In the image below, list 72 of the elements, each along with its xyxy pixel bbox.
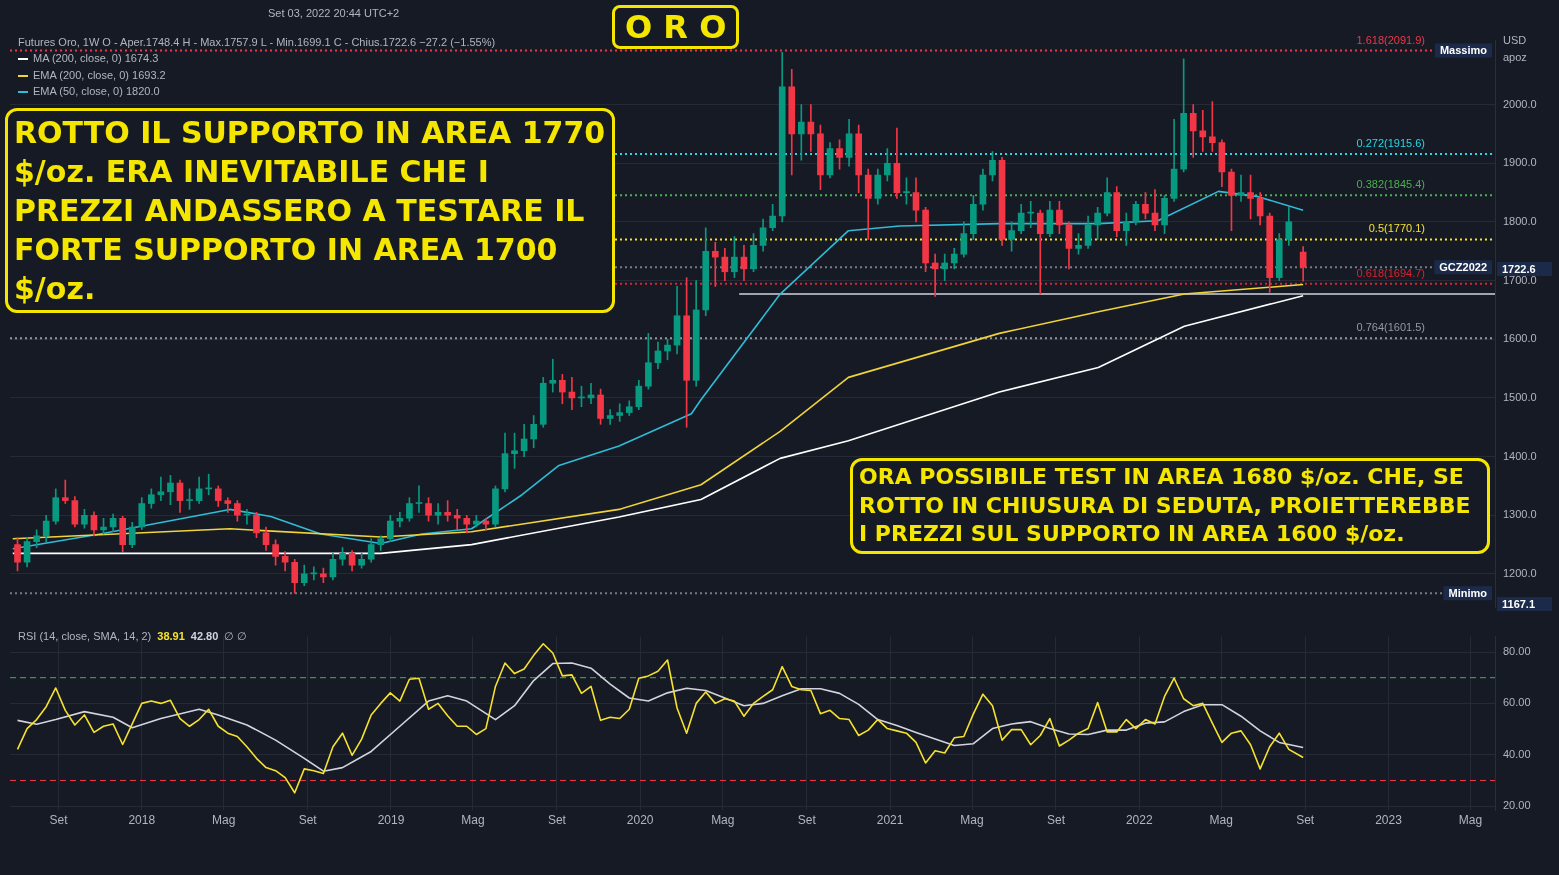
x-tick-label: Mag <box>1209 812 1233 827</box>
chart-subtitle: Futures Oro, 1W O - Aper.1748.4 H - Max.1757.9 L - Min.1699.1 C - Chius.1722.6 −27.2 (−1.55%) <box>18 35 496 50</box>
text: 1167.1 <box>1497 597 1552 611</box>
annotation: Massimo <box>1439 44 1488 57</box>
candlestick <box>941 253 949 281</box>
annotation: ROTTO IL SUPPORTO IN AREA 1770 $/oz. ERA INEVITABILE CHE I PREZZI ANDASSERO A TESTARE IL FORTE SUPPORTO IN AREA 1700 $/oz. <box>5 108 615 313</box>
y-tick-label: 80.00 <box>1503 645 1531 658</box>
x-tick-label: 2019 <box>377 812 405 827</box>
x-tick-label: Mag <box>461 812 485 827</box>
x-tick-label: Set <box>797 812 817 827</box>
candlestick <box>453 509 461 531</box>
x-tick-label: 2021 <box>876 812 904 827</box>
legend-label: EMA (50, close, 0) 1820.0 <box>33 85 160 97</box>
candlestick <box>1036 209 1044 295</box>
y-tick-label: 1700.0 <box>1503 273 1537 286</box>
candlestick <box>243 509 251 525</box>
ref-line-label: 0.272(1915.6) <box>1356 137 1425 150</box>
x-tick-label: Set <box>547 812 567 827</box>
annotation: Minimo <box>1448 586 1488 599</box>
y-tick-label: 20.00 <box>1503 799 1531 812</box>
y-tick-label: 1600.0 <box>1503 332 1537 345</box>
x-tick-label: 2020 <box>626 812 654 827</box>
y-tick-label: 60.00 <box>1503 696 1531 709</box>
chart-title: RSI (14, close, SMA, 14, 2) <box>18 630 152 642</box>
x-tick-label: Mag <box>960 812 984 827</box>
candlestick <box>549 358 557 393</box>
legend-label: MA (200, close, 0) 1674.3 <box>33 52 159 64</box>
x-tick-label: Mag <box>212 812 236 827</box>
ref-line-label: 0.382(1845.4) <box>1356 178 1425 191</box>
text: Set 03, 2022 20:44 UTC+2 <box>268 7 400 19</box>
candlestick <box>606 409 614 425</box>
text: USD <box>1503 34 1527 46</box>
x-tick-label: Mag <box>1458 812 1483 827</box>
ref-line-label: 1.618(2091.9) <box>1356 33 1425 46</box>
x-tick-label: Set <box>1046 812 1066 827</box>
candlestick <box>224 497 232 513</box>
y-tick-label: 40.00 <box>1503 747 1531 760</box>
annotation: 38.91 <box>157 630 185 642</box>
candlestick <box>711 242 719 287</box>
candlestick <box>61 479 69 504</box>
x-tick-label: Set <box>1296 812 1315 827</box>
annotation: 42.80 <box>190 630 219 642</box>
annotation: GCZ2022 <box>1439 260 1488 273</box>
chart-title: O R O <box>612 5 740 49</box>
candlestick <box>434 503 442 525</box>
x-tick-label: Set <box>49 812 69 827</box>
y-tick-label: 2000.0 <box>1503 97 1537 110</box>
legend-label: EMA (200, close, 0) 1693.2 <box>33 68 166 81</box>
ref-line-label: 0.618(1694.7) <box>1356 266 1425 279</box>
annotation: ORA POSSIBILE TEST IN AREA 1680 $/oz. CHE, SE ROTTO IN CHIUSURA DI SEDUTA, PROIETTEREBBE I PREZZI SUL SUPPORTO IN AREA 1600 $/oz. <box>850 458 1490 554</box>
x-tick-label: Mag <box>711 812 735 827</box>
y-tick-label: 1400.0 <box>1503 449 1537 462</box>
annotation: ∅ ∅ <box>224 630 248 642</box>
y-tick-label: 1200.0 <box>1503 566 1537 579</box>
x-tick-label: 2018 <box>128 812 156 827</box>
ref-line-label: 0.5(1770.1) <box>1368 222 1425 235</box>
x-tick-label: Set <box>298 812 318 827</box>
x-tick-label: 2023 <box>1375 812 1403 827</box>
text: apoz <box>1503 51 1527 63</box>
text: 1722.6 <box>1497 262 1552 276</box>
y-tick-label: 1300.0 <box>1503 508 1537 521</box>
ref-line-label: 0.764(1601.5) <box>1356 321 1425 334</box>
candlestick <box>1237 174 1245 202</box>
y-tick-label: 1900.0 <box>1503 156 1537 169</box>
candlestick <box>616 403 624 422</box>
x-tick-label: 2022 <box>1125 812 1153 827</box>
y-tick-label: 1500.0 <box>1503 390 1537 403</box>
candlestick <box>797 104 805 161</box>
candlestick <box>157 476 165 501</box>
candlestick <box>1199 110 1207 152</box>
candlestick <box>415 485 423 513</box>
y-tick-label: 1800.0 <box>1503 214 1537 227</box>
